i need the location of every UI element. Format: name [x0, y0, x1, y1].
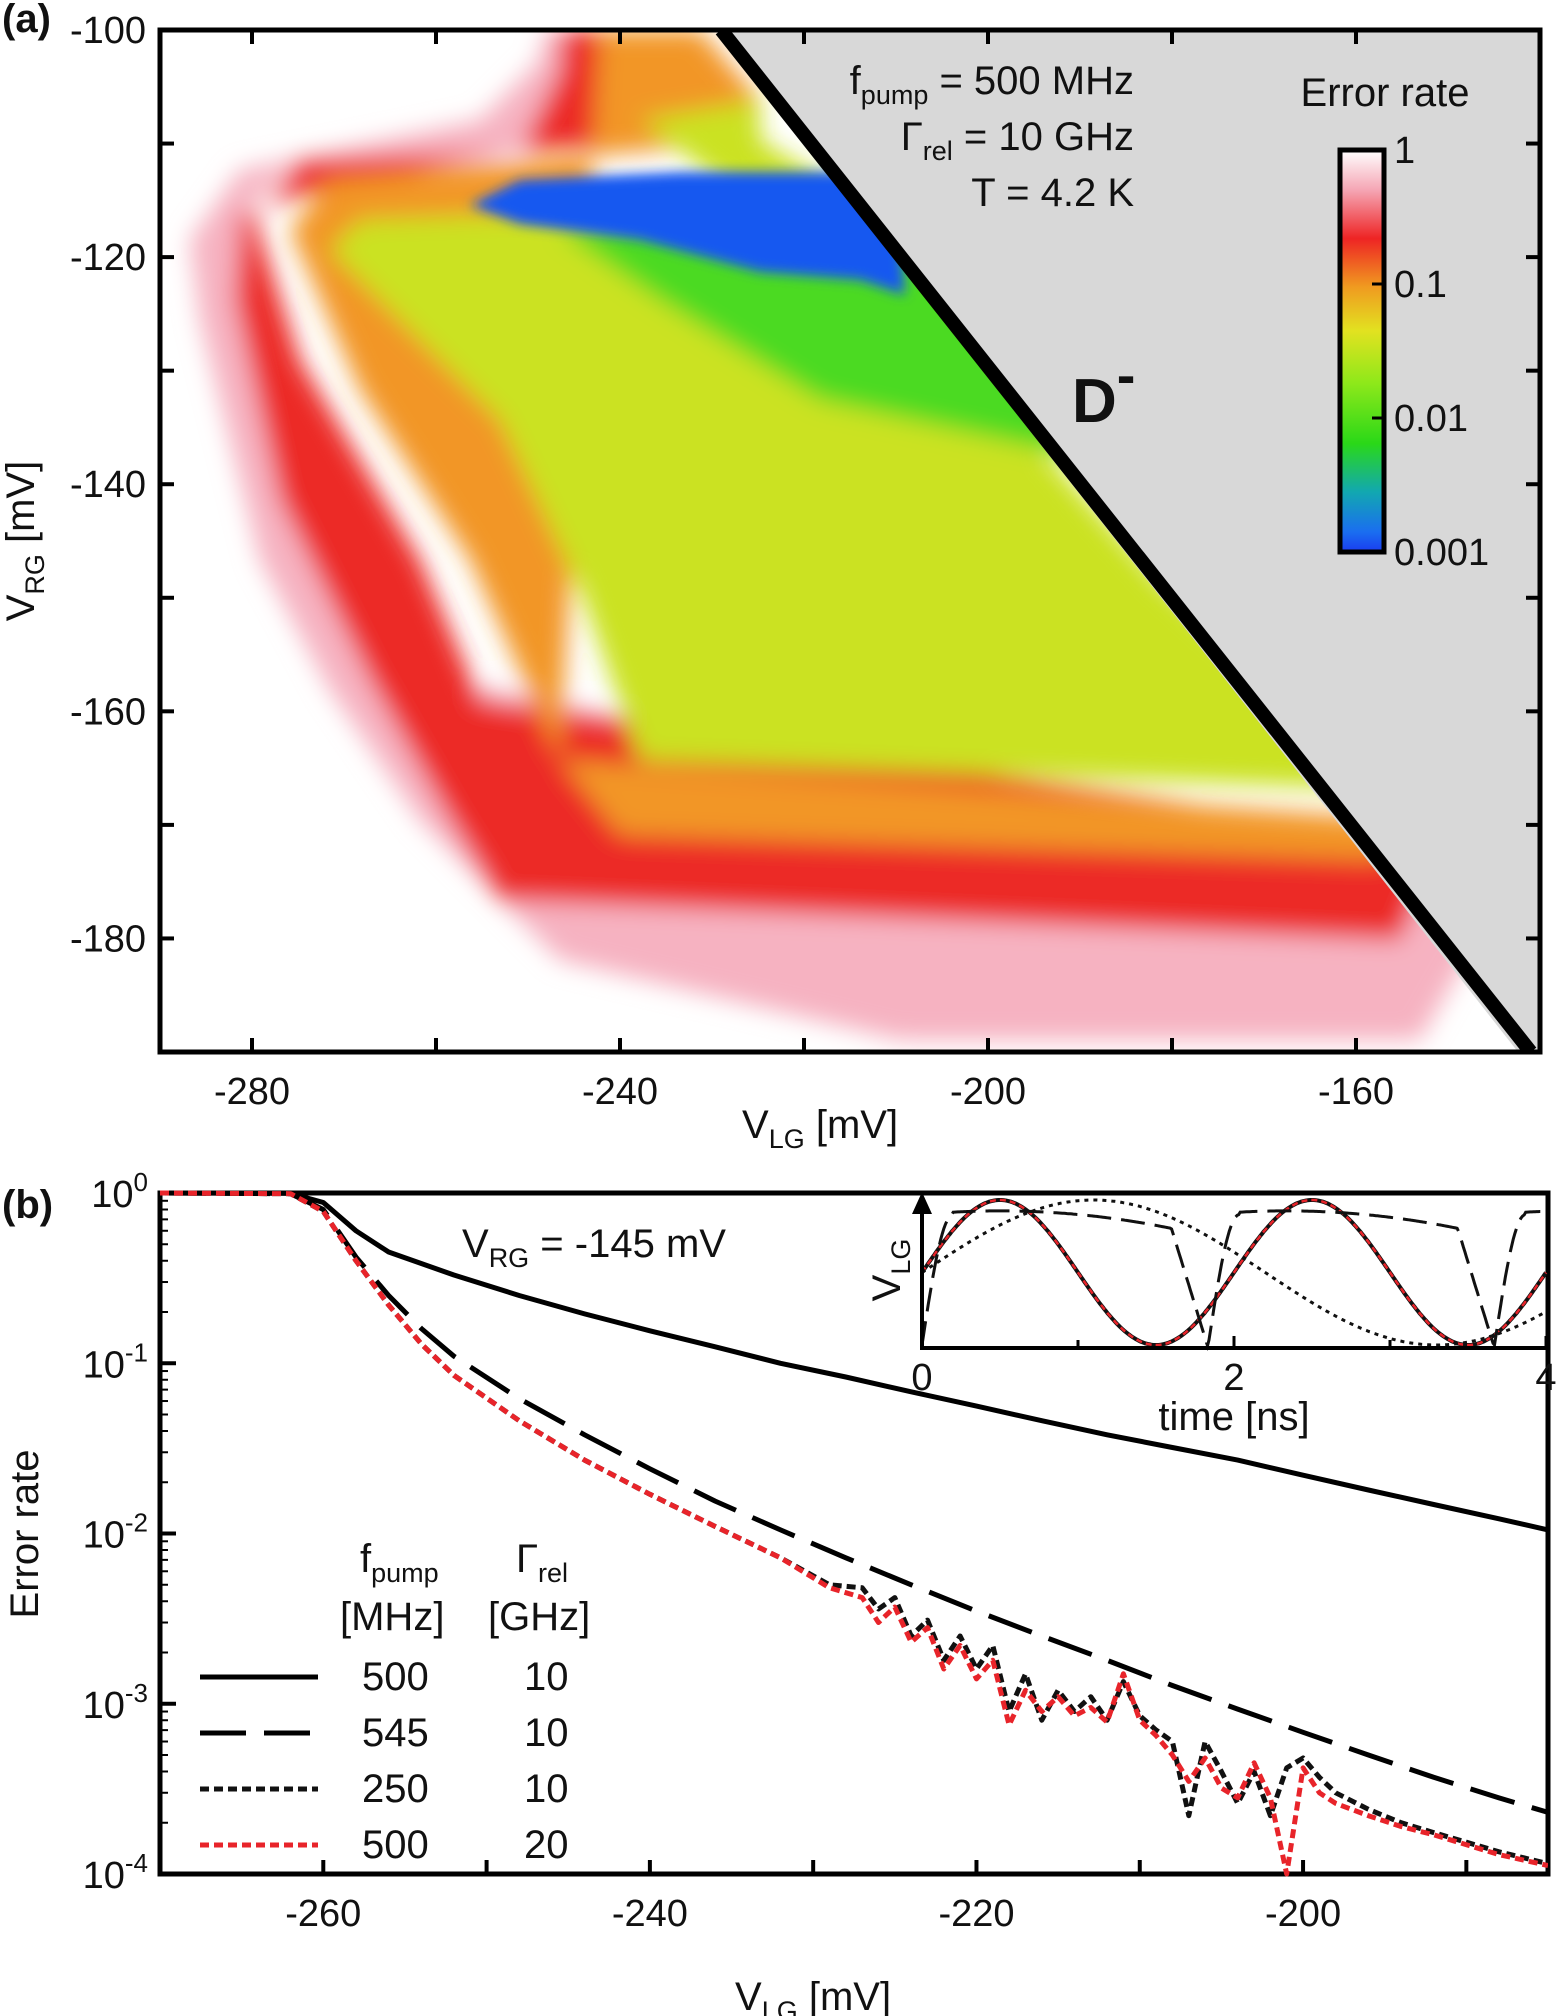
legend-header-gamma: Γrel — [516, 1537, 568, 1588]
legend-fpump-value: 250 — [362, 1767, 429, 1811]
svg-text:VLG [mV]: VLG [mV] — [735, 1975, 891, 2016]
y-tick-label: 10-1 — [83, 1337, 148, 1386]
legend-header-fpump: fpump — [360, 1537, 439, 1588]
y-tick-label: -160 — [70, 691, 146, 733]
plot-a-frame — [157, 27, 1543, 1055]
plot-a-ticks: -280 -240 -200 -160 -100 -120 -140 -160 -180 — [70, 10, 1542, 1113]
parameter-annotations: fpump = 500 MHz Γrel = 10 GHz T = 4.2 K — [850, 59, 1135, 215]
y-tick-label: 10-2 — [83, 1508, 148, 1557]
colorbar-tick-label: 0.01 — [1394, 398, 1468, 440]
inset-dashed-pulse — [922, 1209, 1546, 1352]
d-minus-boundary — [715, 30, 1537, 1052]
x-axis-title-b: VLG [mV] — [735, 1975, 891, 2016]
series-250MHz-10GHz-line — [160, 1190, 1548, 1867]
x-tick-label: -160 — [1318, 1071, 1394, 1113]
y-tick-label: -140 — [70, 464, 146, 506]
colorbar-tick-label: 0.001 — [1394, 532, 1489, 574]
inset-y-label: VLG — [865, 1239, 916, 1302]
legend-fpump-value: 545 — [362, 1711, 429, 1755]
legend-gamma-value: 10 — [524, 1711, 569, 1755]
inset-ticks: 0 2 4 — [911, 1336, 1557, 1399]
y-tick-label: -120 — [70, 237, 146, 279]
x-tick-label: -200 — [950, 1071, 1026, 1113]
series-500MHz-10GHz-line — [160, 1190, 1548, 1533]
annotation-fpump: fpump = 500 MHz — [850, 59, 1134, 110]
inset: 0 2 4 VLG time [ns] — [865, 1192, 1557, 1439]
inset-x-tick-label: 0 — [911, 1357, 932, 1399]
x-axis-title-a: VLG [mV] — [742, 1103, 898, 1154]
colorbar-tick-label: 1 — [1394, 130, 1415, 172]
legend-gamma-value: 10 — [524, 1767, 569, 1811]
y-tick-label: 100 — [91, 1167, 148, 1216]
colorbar-tick-label: 0.1 — [1394, 264, 1447, 306]
y-axis-title-b: Error rate — [3, 1450, 47, 1619]
inset-slow-dotted — [922, 1198, 1547, 1347]
inset-y-arrow — [912, 1192, 932, 1214]
d-minus-label: D- — [1072, 343, 1135, 436]
inset-x-label: time [ns] — [1158, 1395, 1309, 1439]
legend-gamma-value: 10 — [524, 1655, 569, 1699]
y-tick-label: 10-4 — [83, 1848, 148, 1897]
y-tick-label: -180 — [70, 918, 146, 960]
panel-b-label: (b) — [2, 1183, 53, 1227]
vrg-annotation: VRG = -145 mV — [462, 1222, 726, 1273]
series-545MHz-10GHz-line — [160, 1190, 1548, 1815]
panel-a: (a) -280 -240 -200 -160 -100 -120 -140 -160 -180… — [0, 0, 1543, 1154]
x-tick-label: -280 — [214, 1071, 290, 1113]
legend-fpump-value: 500 — [362, 1823, 429, 1867]
heatmap — [160, 30, 1540, 1052]
x-tick-label: -240 — [582, 1071, 658, 1113]
svg-text:VLG [mV]: VLG [mV] — [742, 1103, 898, 1154]
colorbar-ticks: 1 0.1 0.01 0.001 — [1372, 130, 1489, 574]
error-region-yellow — [330, 100, 1390, 790]
x-tick-label: -240 — [612, 1893, 688, 1935]
panel-b: (b) -260 -240 -220 -20010010-110-210-310-4 … — [2, 1167, 1557, 2016]
svg-text:VRG [mV]: VRG [mV] — [0, 461, 50, 622]
colorbar-title: Error rate — [1301, 71, 1470, 115]
error-region-blue — [470, 172, 905, 295]
error-region-red — [235, 30, 1440, 940]
legend-rows: 500 10 545 10 250 10 500 20 — [200, 1655, 569, 1867]
annotation-gamma: Γrel = 10 GHz — [901, 115, 1134, 166]
x-tick-label: -260 — [285, 1893, 361, 1935]
inset-x-tick-label: 2 — [1223, 1357, 1244, 1399]
panel-a-label: (a) — [2, 0, 51, 41]
legend-unit-mhz: [MHz] — [340, 1595, 444, 1639]
legend-fpump-value: 500 — [362, 1655, 429, 1699]
inset-curves — [922, 1198, 1548, 1352]
error-region-green — [560, 190, 1140, 470]
annotation-temperature: T = 4.2 K — [971, 171, 1134, 215]
x-tick-label: -200 — [1265, 1893, 1341, 1935]
legend-gamma-value: 20 — [524, 1823, 569, 1867]
y-tick-label: 10-3 — [83, 1678, 148, 1727]
y-tick-label: -100 — [70, 10, 146, 52]
legend-unit-ghz: [GHz] — [488, 1595, 590, 1639]
colorbar: Error rate 1 0.1 0.01 0.001 — [1301, 71, 1490, 574]
series-500MHz-20GHz-line — [160, 1190, 1548, 1877]
y-axis-title-a: VRG [mV] — [0, 461, 50, 622]
plot-b-lines — [160, 1190, 1548, 1877]
inset-x-tick-label: 4 — [1535, 1357, 1556, 1399]
x-tick-label: -220 — [938, 1893, 1014, 1935]
inset-sine-red — [922, 1198, 1548, 1347]
colorbar-gradient — [1337, 147, 1387, 555]
